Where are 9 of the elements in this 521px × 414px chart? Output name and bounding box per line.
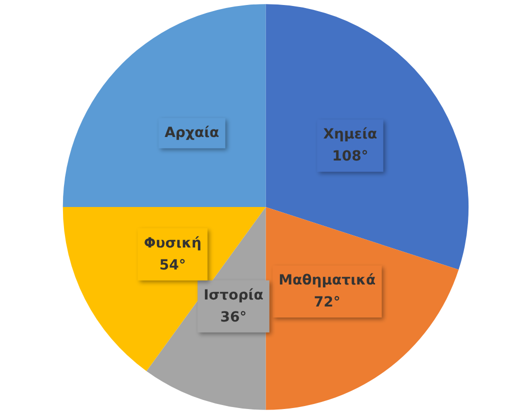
slice-label: Χημεία — [323, 126, 378, 143]
data-label: 54° — [159, 257, 186, 274]
slice-label: Φυσική — [144, 235, 202, 252]
slice-label: Μαθηματικά — [278, 272, 376, 288]
slice-label: Αρχαία — [164, 125, 220, 142]
data-label: 36° — [220, 309, 247, 326]
data-label: 72° — [314, 294, 340, 310]
slice-label: Ιστορία — [204, 287, 264, 304]
data-label: 108° — [332, 148, 368, 165]
